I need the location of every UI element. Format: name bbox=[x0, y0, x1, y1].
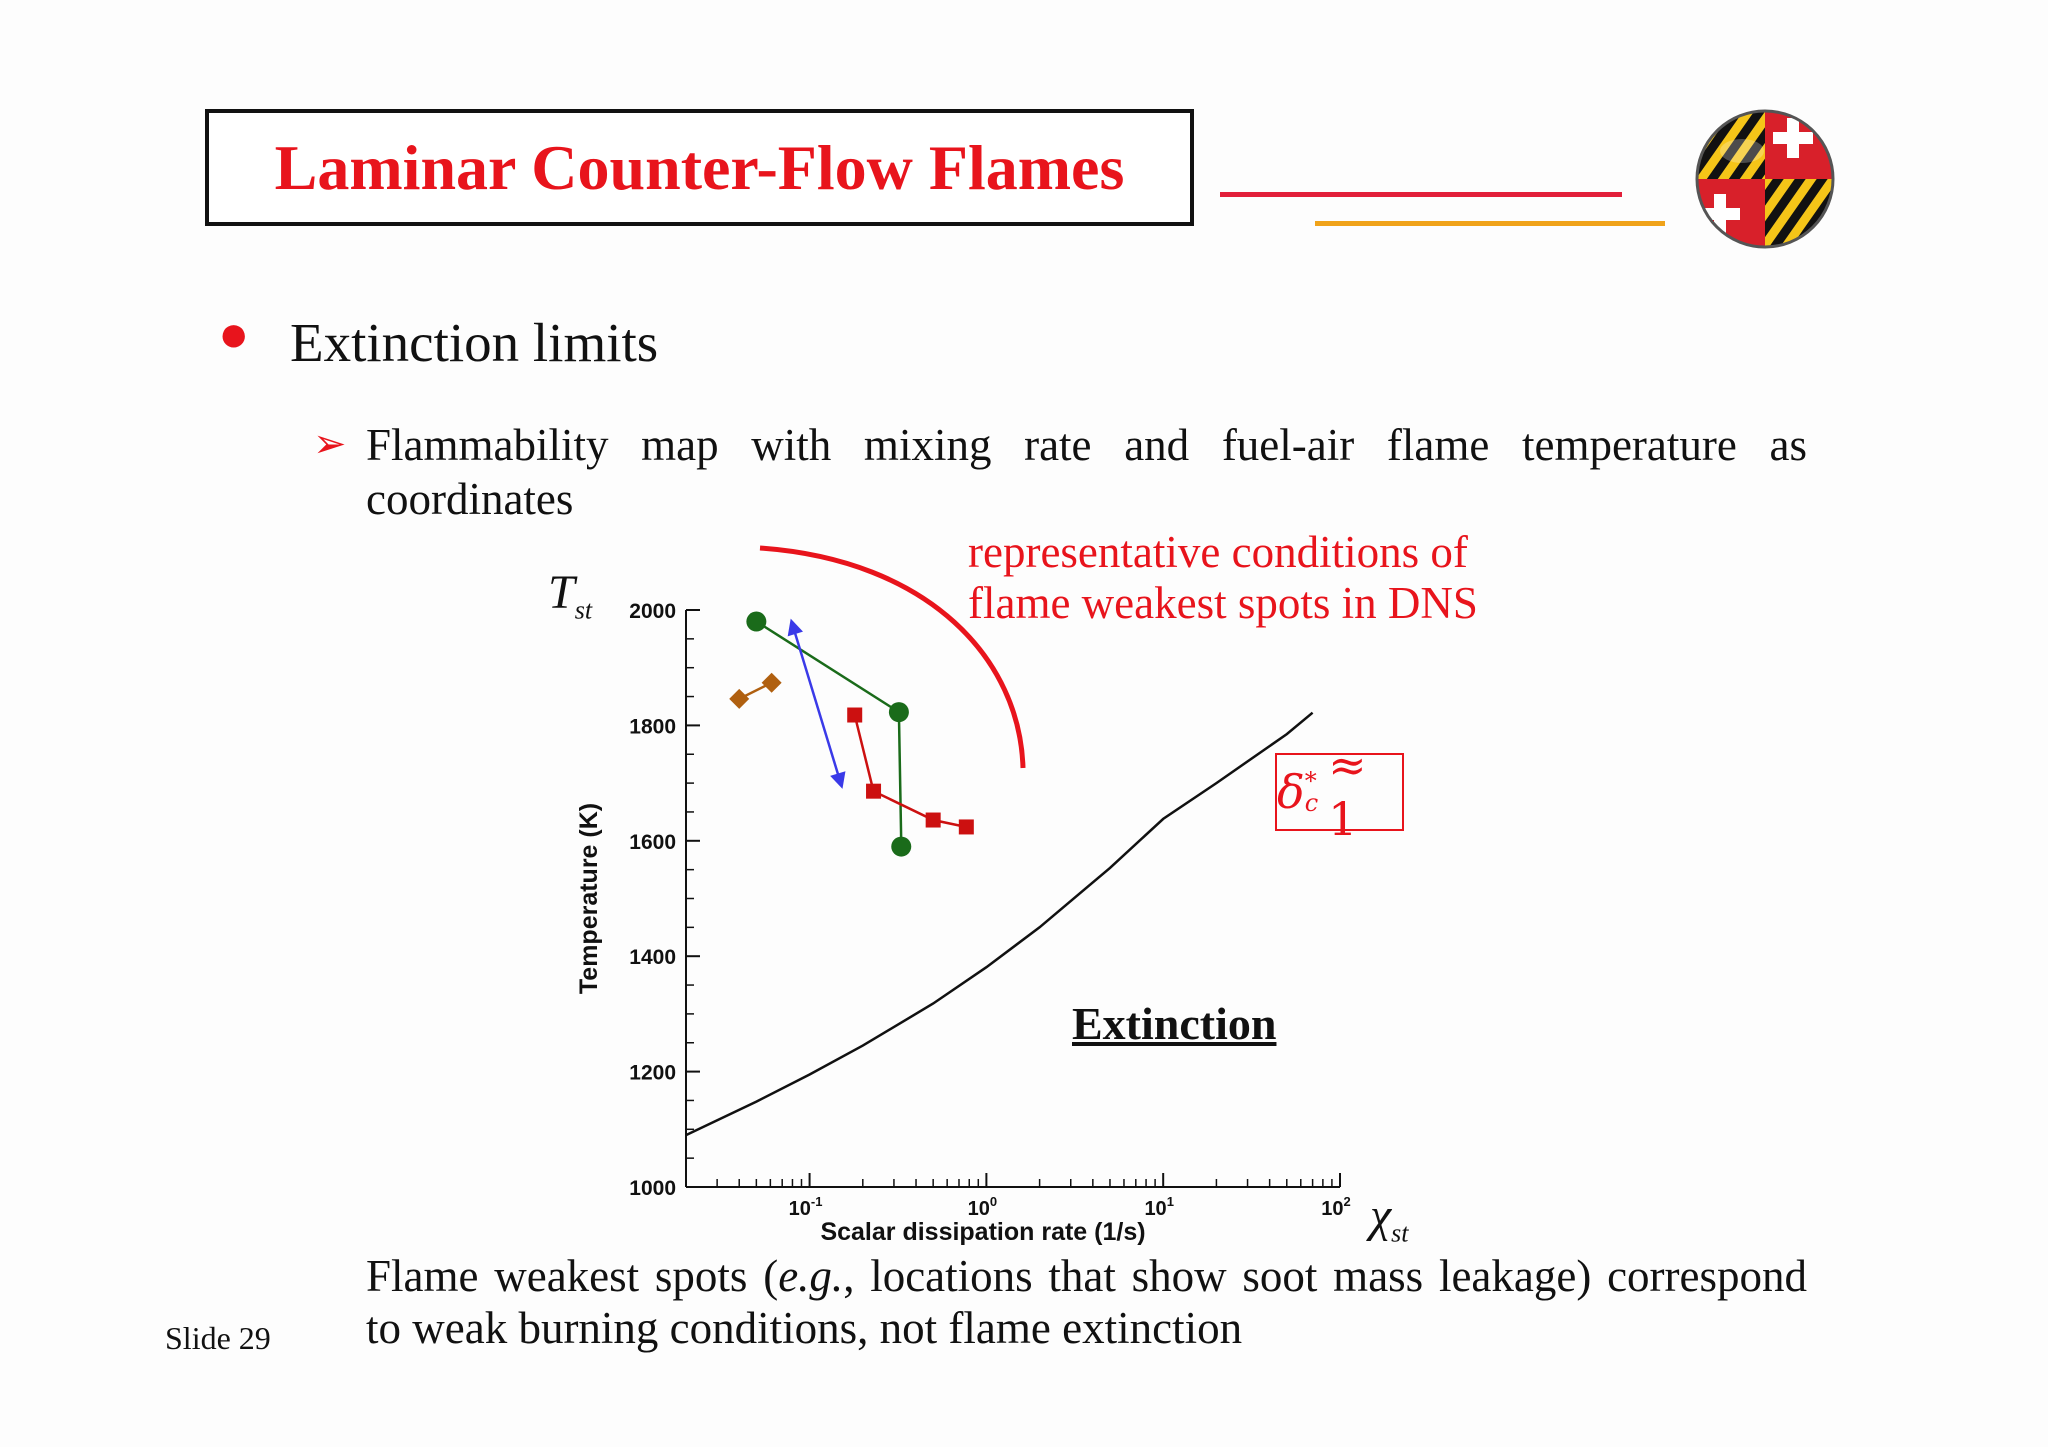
extinction-line bbox=[685, 711, 1314, 1137]
extinction-label: Extinction bbox=[1072, 998, 1277, 1049]
sub-bullet-text: Flammability map with mixing rate and fu… bbox=[366, 420, 1807, 524]
dns-annotation-line2: flame weakest spots in DNS bbox=[968, 578, 1478, 628]
data-point-square bbox=[847, 707, 863, 723]
decorative-line-gold bbox=[1315, 221, 1665, 226]
data-point-square bbox=[925, 812, 941, 828]
y-tick-label: 1600 bbox=[629, 831, 676, 854]
data-point-triangle bbox=[787, 618, 804, 637]
caption-text: Flame weakest spots (e.g., locations tha… bbox=[366, 1251, 1808, 1353]
chart-series bbox=[729, 611, 974, 857]
x-tick-label: 10-1 bbox=[789, 1194, 823, 1220]
series-group bbox=[729, 672, 782, 709]
series-line bbox=[791, 624, 842, 784]
slide-title: Laminar Counter-Flow Flames bbox=[274, 131, 1125, 203]
data-point-square bbox=[866, 783, 882, 799]
series-line bbox=[853, 714, 967, 829]
y-tick-label: 1800 bbox=[629, 715, 676, 738]
x-tick-exponent: 1 bbox=[1167, 1194, 1174, 1209]
slide-number: Slide 29 bbox=[165, 1320, 271, 1356]
tst-symbol: Tst bbox=[548, 566, 593, 625]
series-group bbox=[847, 707, 974, 835]
x-tick-exponent: 0 bbox=[990, 1194, 997, 1209]
extinction-curve bbox=[685, 711, 1314, 1137]
series-line bbox=[755, 620, 903, 847]
data-point-circle bbox=[891, 836, 912, 857]
x-tick-label: 100 bbox=[968, 1194, 997, 1220]
x-axis-label: Scalar dissipation rate (1/s) bbox=[820, 1218, 1145, 1246]
y-tick-label: 1400 bbox=[629, 946, 676, 969]
bullet-text: Extinction limits bbox=[290, 312, 659, 373]
x-tick-exponent: -1 bbox=[811, 1194, 823, 1209]
bullet-dot: ● bbox=[218, 306, 250, 363]
y-tick-label: 2000 bbox=[629, 600, 676, 623]
red-arc-annotation bbox=[759, 545, 1026, 769]
y-tick-label: 1200 bbox=[629, 1062, 676, 1085]
dns-annotation-line1: representative conditions of bbox=[968, 527, 1468, 577]
series-group bbox=[787, 618, 846, 789]
chi-symbol: χst bbox=[1370, 1189, 1409, 1248]
data-point-diamond bbox=[761, 672, 782, 693]
arrow-bullet-icon: ➢ bbox=[313, 421, 347, 466]
data-point-circle bbox=[746, 611, 767, 632]
y-axis-label: Temperature (K) bbox=[575, 803, 603, 994]
maryland-flag-globe-icon bbox=[1695, 109, 1835, 249]
data-point-square bbox=[958, 819, 974, 835]
title-box: Laminar Counter-Flow Flames bbox=[205, 109, 1194, 226]
x-tick-label: 102 bbox=[1321, 1194, 1350, 1220]
series-group bbox=[746, 611, 912, 857]
x-tick-label: 101 bbox=[1144, 1194, 1173, 1220]
delta-criterion-box: δ * c ≈ 1 bbox=[1275, 738, 1404, 846]
y-tick-label: 1000 bbox=[629, 1177, 676, 1200]
data-point-triangle bbox=[830, 771, 846, 789]
x-tick-exponent: 2 bbox=[1344, 1194, 1351, 1209]
dns-annotation: representative conditions of flame weake… bbox=[968, 527, 1478, 629]
data-point-circle bbox=[888, 702, 909, 723]
data-point-diamond bbox=[729, 688, 750, 709]
decorative-line-red bbox=[1220, 192, 1622, 197]
